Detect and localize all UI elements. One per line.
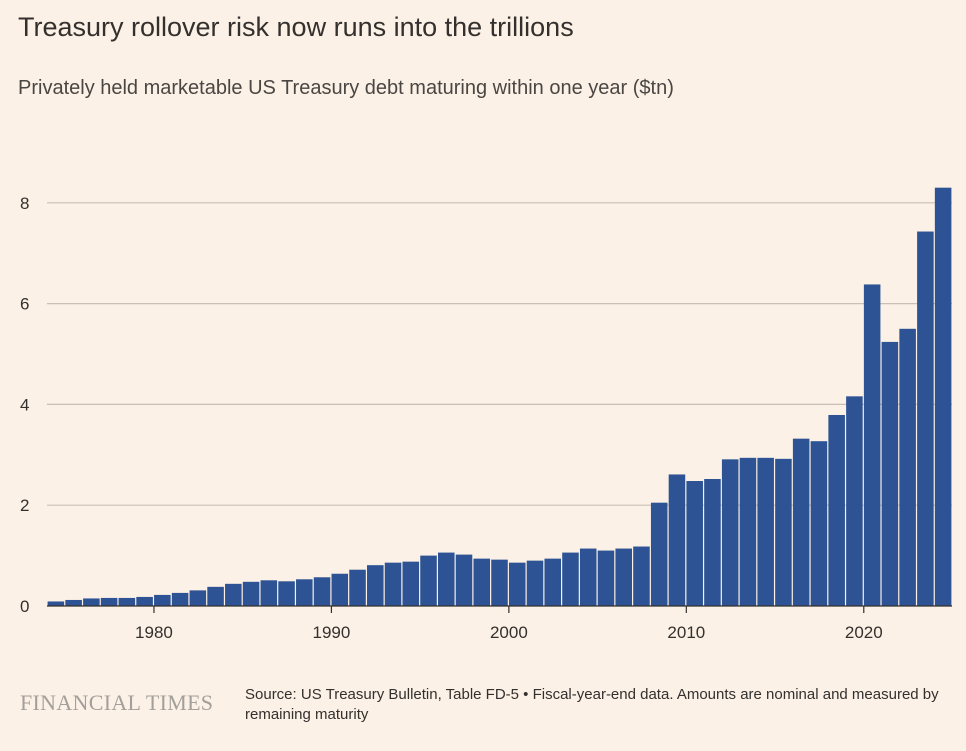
bar-2014 xyxy=(757,457,774,606)
y-tick-label: 2 xyxy=(20,496,29,515)
bar-1991 xyxy=(349,569,366,606)
bar-2023 xyxy=(917,231,934,606)
bar-1987 xyxy=(278,581,295,606)
bar-2002 xyxy=(544,558,562,606)
bar-2012 xyxy=(721,459,739,606)
bar-2018 xyxy=(828,414,845,606)
bar-1998 xyxy=(473,558,491,606)
bar-2022 xyxy=(899,328,916,606)
source-note: Source: US Treasury Bulletin, Table FD-5… xyxy=(245,686,939,723)
bar-2007 xyxy=(633,546,650,606)
bar-2001 xyxy=(526,560,544,606)
bar-2009 xyxy=(668,474,686,606)
axes: 0 2 4 6 8 1980 1990 2000 2010 2020 xyxy=(20,194,952,642)
bar-1992 xyxy=(367,565,384,606)
bar-1983 xyxy=(207,586,224,606)
bar-2013 xyxy=(739,457,757,606)
bar-1986 xyxy=(260,580,278,606)
y-tick-label: 0 xyxy=(20,597,29,616)
bar-1989 xyxy=(313,577,331,606)
bar-1985 xyxy=(242,581,260,606)
y-tick-label: 8 xyxy=(20,194,29,213)
bar-2021 xyxy=(881,341,899,606)
bar-1993 xyxy=(384,562,402,606)
bar-1995 xyxy=(420,555,437,606)
bar-2003 xyxy=(562,552,579,606)
bar-2005 xyxy=(597,550,615,606)
bar-1988 xyxy=(296,579,313,606)
y-tick-label: 6 xyxy=(20,295,29,314)
bar-2017 xyxy=(810,441,828,606)
bar-2020 xyxy=(863,284,881,606)
bar-2004 xyxy=(579,548,597,606)
bar-1997 xyxy=(455,554,473,606)
bar-1982 xyxy=(189,590,207,606)
bar-1976 xyxy=(83,598,100,606)
bar-1990 xyxy=(331,573,349,606)
bar-1975 xyxy=(65,599,82,606)
bar-2015 xyxy=(775,458,792,606)
bar-1980 xyxy=(154,594,171,606)
x-tick-label: 1980 xyxy=(135,623,173,642)
bar-1981 xyxy=(171,592,189,606)
bar-1974 xyxy=(47,601,65,606)
bar-2019 xyxy=(846,396,863,606)
y-tick-label: 4 xyxy=(20,395,29,414)
bars xyxy=(47,187,952,606)
bar-1979 xyxy=(136,596,153,606)
x-tick-label: 2010 xyxy=(667,623,705,642)
bar-2016 xyxy=(792,438,810,606)
chart-title: Treasury rollover risk now runs into the… xyxy=(18,12,574,42)
bar-1994 xyxy=(402,561,420,606)
x-tick-label: 2000 xyxy=(490,623,528,642)
bar-1996 xyxy=(437,552,455,606)
chart-subtitle: Privately held marketable US Treasury de… xyxy=(18,77,674,99)
bar-2010 xyxy=(686,481,703,606)
bar-1977 xyxy=(100,597,118,606)
x-tick-label: 1990 xyxy=(313,623,351,642)
ft-logo: FINANCIAL TIMES xyxy=(20,690,214,715)
bar-2011 xyxy=(704,478,721,606)
bar-1984 xyxy=(225,583,242,606)
x-tick-label: 2020 xyxy=(845,623,883,642)
bar-1999 xyxy=(491,559,508,606)
bar-2006 xyxy=(615,548,632,606)
bar-2024 xyxy=(934,187,952,606)
bar-2008 xyxy=(650,502,668,606)
bar-2000 xyxy=(508,562,526,606)
bar-1978 xyxy=(118,597,136,606)
